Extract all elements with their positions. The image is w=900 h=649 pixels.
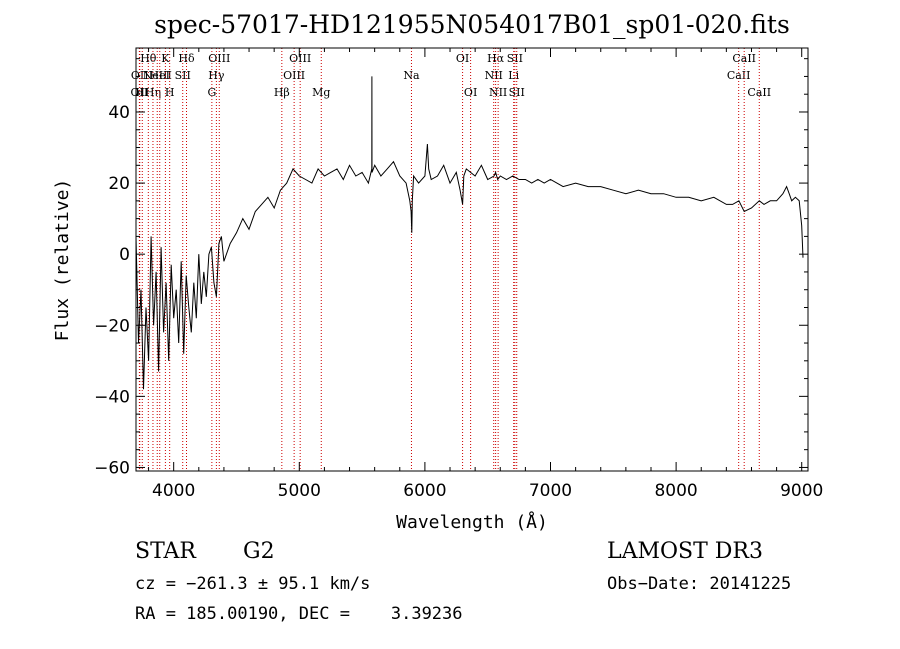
marker-label: CaII [727,69,751,82]
object-class: STAR [135,539,196,564]
marker-label: Hθ [140,52,157,65]
obs-date-readout: Obs−Date: 20141225 [607,574,792,594]
marker-label: Li [508,69,519,82]
axis-ticks: 4000 5000 6000 7000 8000 9000 −60 −40 −20 0 20 40 [94,48,823,501]
y-tick-label: −20 [94,316,130,336]
marker-label: NII [489,86,507,99]
plot-frame [135,47,809,472]
marker-label: OI [464,86,477,99]
y-tick-label: −40 [94,387,130,407]
marker-label: Hδ [178,52,195,65]
x-tick-label: 5000 [278,481,321,501]
x-tick-label: 6000 [403,481,446,501]
x-tick-label: 7000 [529,481,572,501]
marker-label: NII [485,69,503,82]
marker-label: CaII [732,52,756,65]
marker-label: Hα [487,52,505,65]
x-tick-label: 8000 [654,481,697,501]
marker-label: K [161,52,170,65]
marker-label: OIII [208,52,230,65]
marker-label: OIII [289,52,311,65]
redshift-readout: cz = −261.3 ± 95.1 km/s [135,574,371,594]
line-markers: OIIOIIHIHθHηNeIIIHeIKHSIIHδGHγOIIIHβOIII… [131,48,771,471]
object-subclass: G2 [243,539,275,564]
marker-label: Hγ [208,69,225,82]
survey-name: LAMOST DR3 [607,539,763,564]
marker-label: OII [131,86,149,99]
y-axis-label: Flux (relative) [52,179,73,342]
marker-label: NeIII [143,69,172,82]
marker-label: Na [403,69,420,82]
y-tick-label: −60 [94,458,130,478]
marker-label: SII [507,52,523,65]
y-tick-label: 40 [108,103,130,123]
marker-label: OIII [283,69,305,82]
y-tick-label: 20 [108,174,130,194]
x-tick-label: 4000 [152,481,195,501]
marker-label: HI [135,86,149,99]
marker-label: OII [131,69,149,82]
marker-label: Hη [145,86,161,99]
chart-title: spec-57017-HD121955N054017B01_sp01-020.f… [154,10,790,39]
marker-label: SII [509,86,525,99]
y-tick-label: 0 [119,245,130,265]
coordinates-readout: RA = 185.00190, DEC = 3.39236 [135,604,463,624]
x-axis-label: Wavelength (Å) [396,511,548,533]
marker-label: Mg [312,86,330,99]
marker-label: CaII [747,86,771,99]
x-tick-label: 9000 [780,481,823,501]
marker-label: H [165,86,175,99]
marker-label: SII [175,69,191,82]
marker-label: OI [456,52,469,65]
spectrum-line [136,76,804,390]
marker-label: HeI [150,69,170,82]
marker-label: G [207,86,216,99]
plot-area [136,76,804,390]
marker-label: Hβ [274,86,290,99]
